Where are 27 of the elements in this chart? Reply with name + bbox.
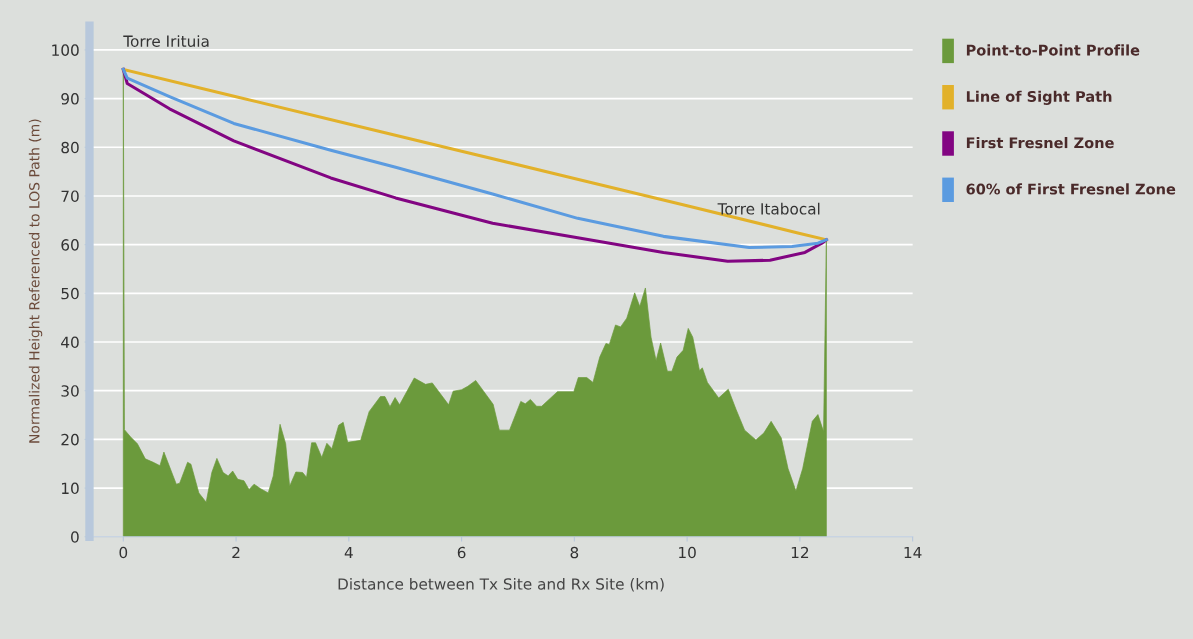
x-tick-label: 2 xyxy=(232,546,240,559)
y-tick-label: 10 xyxy=(61,482,79,495)
y-tick-label: 90 xyxy=(61,93,79,105)
y-tick-label: 60 xyxy=(61,239,79,251)
y-tick-label: 80 xyxy=(61,141,79,154)
y-tick-label: 100 xyxy=(52,44,79,56)
x-tick-label: 4 xyxy=(344,546,353,559)
x-tick-label: 0 xyxy=(119,546,128,559)
y-tick-label: 70 xyxy=(61,190,79,202)
x-tick-label: 10 xyxy=(679,546,696,559)
legend-label: Line of Sight Path xyxy=(966,90,1112,105)
legend-label: Point-to-Point Profile xyxy=(966,44,1140,56)
x-tick-label: 6 xyxy=(457,546,466,559)
y-tick-label: 20 xyxy=(61,433,79,446)
y-axis-title: Normalized Height Referenced to LOS Path (m) xyxy=(28,119,43,443)
y-tick-label: 50 xyxy=(61,287,79,300)
legend-label: 60% of First Fresnel Zone xyxy=(966,183,1176,195)
x-axis-title: Distance between Tx Site and Rx Site (km) xyxy=(338,577,664,592)
y-tick-label: 40 xyxy=(61,336,79,349)
x-tick-label: 14 xyxy=(904,546,922,559)
annotation: Torre Irituia xyxy=(123,35,209,47)
annotation: Torre Itabocal xyxy=(717,202,820,215)
legend-label: First Fresnel Zone xyxy=(966,136,1114,149)
x-tick-label: 8 xyxy=(570,546,579,559)
y-tick-label: 0 xyxy=(71,531,79,543)
y-tick-label: 30 xyxy=(61,385,79,397)
x-tick-label: 12 xyxy=(791,546,809,559)
